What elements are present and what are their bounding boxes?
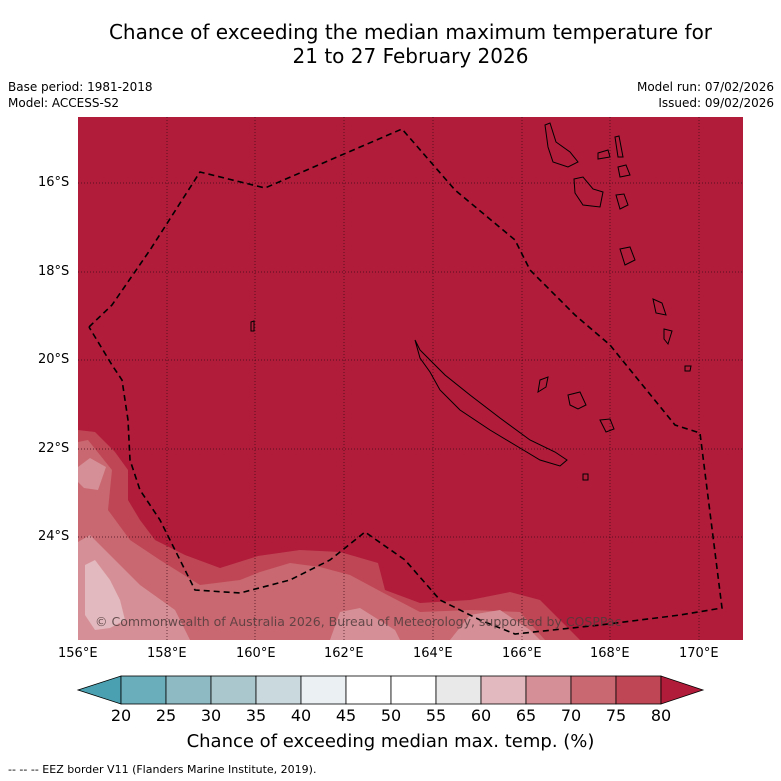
vanuatu-8	[652, 298, 667, 316]
colorbar-tick-55: 55	[425, 706, 447, 725]
vanuatu-4	[617, 164, 631, 178]
lon-tick-170e: 170°E	[679, 646, 719, 661]
colorbar-tick-45: 45	[335, 706, 357, 725]
loyalty-island-2	[567, 391, 587, 410]
base-period: Base period: 1981-2018	[8, 80, 153, 94]
lat-tick-20s: 20°S	[38, 352, 70, 367]
contour-65-70-mid	[330, 608, 400, 640]
colorbar-tick-40: 40	[290, 706, 312, 725]
colorbar-label: Chance of exceeding median max. temp. (%…	[186, 731, 595, 752]
colorbar-under-arrow	[76, 675, 122, 705]
colorbar-tick-65: 65	[515, 706, 537, 725]
issued-date: Issued: 09/02/2026	[658, 96, 774, 110]
colorbar-over-arrow	[660, 675, 705, 705]
eez-border	[88, 128, 723, 635]
lon-tick-168e: 168°E	[590, 646, 630, 661]
loyalty-island-1	[537, 376, 549, 394]
colorbar	[76, 675, 705, 705]
vanuatu-2	[597, 149, 611, 160]
island-small	[684, 365, 692, 372]
colorbar-tick-30: 30	[200, 706, 222, 725]
lat-tick-18s: 18°S	[38, 264, 70, 279]
probability-map	[78, 117, 743, 640]
contour-65-70-right	[450, 610, 540, 640]
model-name: Model: ACCESS-S2	[8, 96, 120, 110]
vanuatu-5	[573, 176, 604, 208]
graticule	[78, 117, 743, 640]
vanuatu-3	[614, 135, 624, 158]
lon-tick-164e: 164°E	[413, 646, 453, 661]
island-chesterfield	[250, 320, 255, 332]
title-line-2: 21 to 27 February 2026	[292, 44, 529, 68]
colorbar-tick-75: 75	[605, 706, 627, 725]
colorbar-bin-45	[345, 675, 392, 705]
map-background-over-80	[78, 117, 743, 640]
model-run: Model run: 07/02/2026	[636, 80, 774, 94]
colorbar-bin-50	[390, 675, 437, 705]
lon-tick-158e: 158°E	[147, 646, 187, 661]
lon-tick-166e: 166°E	[502, 646, 542, 661]
colorbar-tick-25: 25	[155, 706, 177, 725]
island-walpole	[582, 473, 589, 481]
title-line-1: Chance of exceeding the median maximum t…	[108, 20, 713, 44]
vanuatu-9	[663, 328, 673, 346]
colorbar-bin-35	[255, 675, 302, 705]
colorbar-bin-75	[615, 675, 662, 705]
loyalty-island-3	[599, 418, 615, 433]
coastlines	[250, 122, 692, 481]
colorbar-bin-30	[210, 675, 257, 705]
lon-tick-156e: 156°E	[58, 646, 98, 661]
eez-legend-note: -- -- -- EEZ border V11 (Flanders Marine…	[8, 763, 317, 776]
colorbar-tick-50: 50	[380, 706, 402, 725]
colorbar-bin-60	[480, 675, 527, 705]
vanuatu-6	[615, 193, 629, 210]
colorbar-bin-65	[525, 675, 572, 705]
new-caledonia	[414, 339, 568, 467]
contour-65-70-top	[78, 458, 106, 490]
colorbar-bin-25	[165, 675, 212, 705]
lat-tick-24s: 24°S	[38, 529, 70, 544]
colorbar-tick-80: 80	[650, 706, 672, 725]
copyright-credit: © Commonwealth of Australia 2026, Bureau…	[95, 614, 622, 629]
colorbar-tick-70: 70	[560, 706, 582, 725]
lat-tick-22s: 22°S	[38, 441, 70, 456]
colorbar-bin-40	[300, 675, 347, 705]
contour-60-65	[85, 560, 125, 630]
lon-tick-162e: 162°E	[324, 646, 364, 661]
colorbar-bin-70	[570, 675, 617, 705]
colorbar-tick-35: 35	[245, 706, 267, 725]
colorbar-tick-60: 60	[470, 706, 492, 725]
lon-tick-160e: 160°E	[236, 646, 276, 661]
colorbar-tick-20: 20	[110, 706, 132, 725]
vanuatu-7	[619, 246, 636, 266]
colorbar-bin-55	[435, 675, 482, 705]
colorbar-bin-20	[120, 675, 167, 705]
lat-tick-16s: 16°S	[38, 175, 70, 190]
vanuatu-1	[544, 122, 579, 168]
